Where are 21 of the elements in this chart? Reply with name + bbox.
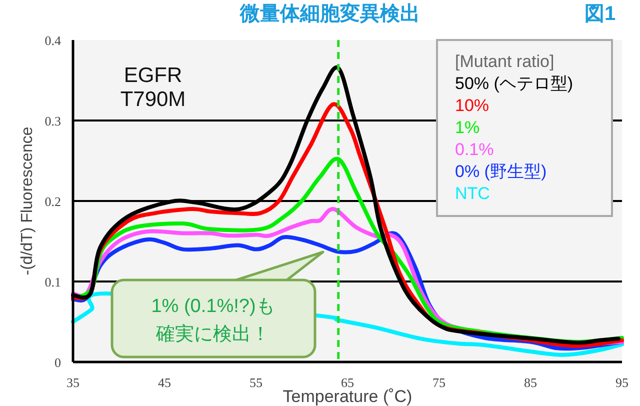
x-axis-title: Temperature (˚C) [282, 387, 412, 406]
y-tick-label: 0.4 [44, 33, 62, 48]
y-tick-label: 0.1 [44, 274, 61, 290]
y-axis-title: -(d/dT) Fluorescence [19, 126, 36, 276]
annotation: 1% (0.1%!?)も [151, 296, 275, 317]
x-tick-label: 95 [616, 375, 628, 390]
y-tick-label: 0.3 [44, 114, 61, 128]
y-tick-label: 0 [54, 355, 61, 370]
caption: 図1 [584, 3, 616, 25]
x-tick-label: 45 [158, 375, 171, 390]
x-tick-label: 85 [524, 375, 537, 390]
x-tick-label: 35 [66, 375, 80, 390]
x-tick-label: 65 [341, 375, 354, 390]
x-tick-label: 55 [250, 375, 262, 390]
y-tick-label: 0.2 [44, 194, 61, 209]
chart-title: 微量体細胞変異検出 [239, 2, 420, 25]
annotation: EGFR T790M [120, 64, 186, 111]
legend: [Mutant ratio] 50% (ヘテロ型) 10% 1% 0.1% 0% (野生型) NTC [436, 39, 613, 217]
legend-title: [Mutant ratio] [455, 52, 554, 71]
annotation: 確実に検出！ [155, 323, 270, 345]
x-tick-label: 75 [432, 375, 446, 390]
